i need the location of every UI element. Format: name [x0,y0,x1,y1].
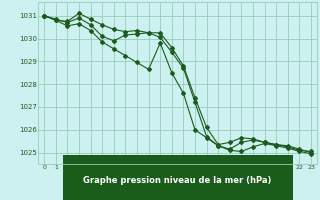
X-axis label: Graphe pression niveau de la mer (hPa): Graphe pression niveau de la mer (hPa) [84,176,272,185]
